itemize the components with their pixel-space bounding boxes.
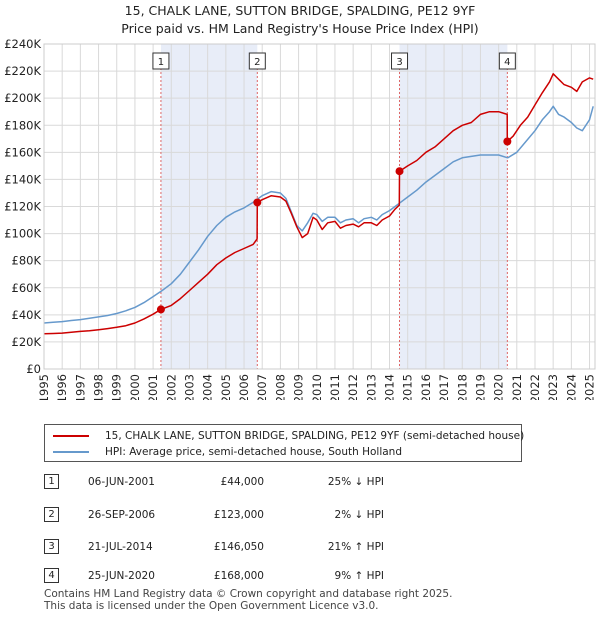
- x-tick-label: 2019: [473, 374, 487, 400]
- x-tick-label: 1998: [92, 374, 106, 400]
- y-tick-label: £100K: [4, 227, 41, 241]
- sale-point: [156, 305, 165, 314]
- x-tick-label: 2018: [455, 374, 469, 400]
- sale-label-box: [498, 52, 516, 70]
- transaction-date: 21-JUL-2014: [88, 541, 153, 553]
- legend-label-hpi: HPI: Average price, semi-detached house,…: [105, 446, 402, 458]
- x-tick-label: 2021: [510, 374, 524, 400]
- transaction-price: £168,000: [213, 570, 264, 582]
- sale-label: 3: [396, 57, 402, 68]
- transaction-hpi: 2% ↓ HPI: [334, 509, 384, 521]
- y-tick-label: £220K: [4, 64, 41, 78]
- x-axis-ticks: 1995 1996 1997 1998 1999 2000 2001 2002 2003 2004…: [37, 374, 597, 400]
- legend-swatch-property: [53, 435, 89, 437]
- title-line-2: Price paid vs. HM Land Registry's House …: [121, 21, 479, 36]
- x-tick-label: 2005: [219, 374, 233, 400]
- y-tick-label: £180K: [4, 118, 41, 132]
- footer-line-1: Contains HM Land Registry data © Crown c…: [44, 588, 453, 600]
- price-chart: 1 2 3 4 £0 £20K £40K £60K £80K £100K £120K £140K £1…: [4, 37, 597, 400]
- transaction-row: 1 06-JUN-2001 £44,000 25% ↓ HPI: [44, 472, 484, 492]
- x-tick-label: 1999: [110, 374, 124, 400]
- x-tick-label: 2015: [401, 374, 415, 400]
- sale-points: [156, 137, 512, 314]
- x-tick-label: 1996: [55, 374, 69, 400]
- y-tick-label: £40K: [12, 308, 42, 322]
- x-tick-label: 2016: [419, 374, 433, 400]
- x-tick-label: 2022: [528, 374, 542, 400]
- x-tick-label: 1995: [37, 374, 51, 400]
- y-tick-label: £0: [26, 362, 41, 376]
- sale-point: [503, 137, 512, 146]
- footer: Contains HM Land Registry data © Crown c…: [44, 588, 452, 612]
- y-tick-label: £20K: [12, 335, 42, 349]
- transaction-hpi: 25% ↓ HPI: [327, 476, 384, 488]
- transaction-number: 3: [44, 539, 59, 554]
- y-tick-label: £200K: [4, 91, 41, 105]
- sale-label-box: [391, 52, 409, 70]
- series-lines: [43, 73, 594, 335]
- transaction-date: 06-JUN-2001: [88, 476, 155, 488]
- x-tick-label: 2013: [364, 374, 378, 400]
- x-tick-label: 2020: [492, 374, 506, 400]
- x-tick-label: 2012: [346, 374, 360, 400]
- sale-label: 2: [254, 57, 260, 68]
- sale-label-box: [248, 52, 266, 70]
- x-tick-label: 2009: [292, 374, 306, 400]
- transaction-date: 25-JUN-2020: [88, 570, 155, 582]
- sale-labels: 1 2 3 4: [152, 52, 516, 70]
- y-axis-ticks: £0 £20K £40K £60K £80K £100K £120K £140K £160K £1…: [4, 37, 41, 376]
- y-tick-label: £80K: [12, 254, 42, 268]
- transaction-row: 3 21-JUL-2014 £146,050 21% ↑ HPI: [44, 537, 484, 557]
- y-tick-label: £60K: [12, 281, 42, 295]
- footer-line-2: This data is licensed under the Open Gov…: [44, 600, 379, 612]
- sale-point: [395, 167, 404, 176]
- transaction-price: £123,000: [213, 509, 264, 521]
- transaction-hpi: 21% ↑ HPI: [327, 541, 384, 553]
- x-tick-label: 2006: [237, 374, 251, 400]
- x-tick-label: 2000: [128, 374, 142, 400]
- x-tick-label: 2001: [146, 374, 160, 400]
- legend: 15, CHALK LANE, SUTTON BRIDGE, SPALDING,…: [44, 424, 525, 462]
- x-tick-label: 2002: [164, 374, 178, 400]
- x-tick-label: 2004: [201, 374, 215, 400]
- x-tick-label: 2011: [328, 374, 342, 400]
- transaction-price: £44,000: [220, 476, 264, 488]
- transaction-number: 2: [44, 507, 59, 522]
- x-tick-label: 1997: [73, 374, 87, 400]
- y-tick-label: £120K: [4, 200, 41, 214]
- transaction-row: 2 26-SEP-2006 £123,000 2% ↓ HPI: [44, 505, 484, 525]
- transaction-number: 4: [44, 568, 59, 583]
- property-series-line: [43, 73, 594, 335]
- title-line-1: 15, CHALK LANE, SUTTON BRIDGE, SPALDING,…: [124, 3, 476, 18]
- x-tick-label: 2024: [564, 374, 578, 400]
- transaction-hpi: 9% ↑ HPI: [334, 570, 384, 582]
- transaction-date: 26-SEP-2006: [88, 509, 156, 521]
- sale-label-box: [152, 52, 170, 70]
- y-tick-label: £240K: [4, 37, 41, 51]
- legend-swatch-hpi: [53, 451, 89, 453]
- x-tick-label: 2017: [437, 374, 451, 400]
- transaction-price: £146,050: [213, 541, 264, 553]
- grid: [43, 43, 595, 370]
- x-tick-label: 2025: [583, 374, 597, 400]
- sale-label: 1: [158, 57, 164, 68]
- x-tick-label: 2007: [255, 374, 269, 400]
- legend-label-property: 15, CHALK LANE, SUTTON BRIDGE, SPALDING,…: [105, 430, 525, 442]
- x-tick-label: 2023: [546, 374, 560, 400]
- plot-frame: [43, 43, 596, 370]
- x-tick-label: 2014: [383, 374, 397, 400]
- sale-label: 4: [504, 57, 510, 68]
- y-tick-label: £140K: [4, 172, 41, 186]
- hpi-series-line: [43, 105, 594, 324]
- x-tick-label: 2008: [273, 374, 287, 400]
- chart-title: 15, CHALK LANE, SUTTON BRIDGE, SPALDING,…: [0, 2, 600, 38]
- x-tick-label: 2003: [182, 374, 196, 400]
- sale-point: [253, 198, 262, 207]
- transaction-number: 1: [44, 474, 59, 489]
- x-tick-label: 2010: [310, 374, 324, 400]
- transaction-row: 4 25-JUN-2020 £168,000 9% ↑ HPI: [44, 566, 484, 586]
- y-tick-label: £160K: [4, 145, 41, 159]
